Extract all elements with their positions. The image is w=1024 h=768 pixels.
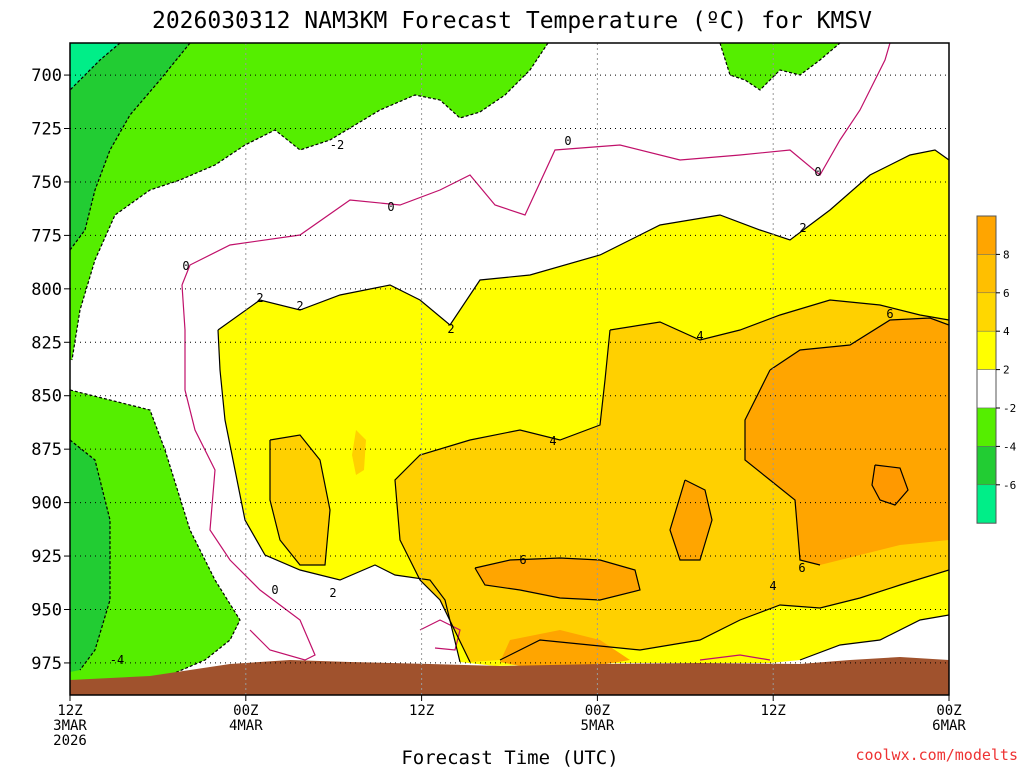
y-tick-label: 725 [31,120,62,140]
x-tick-label: 3MAR [53,718,87,734]
contour-6-lower [744,369,821,566]
coldest-region [70,43,120,90]
plot-area [70,43,949,695]
x-tick-label: 00Z [585,703,610,719]
x-axis-label: Forecast Time (UTC) [401,747,618,768]
contour-label: 6 [798,561,805,575]
credit-text: coolwx.com/modelts [855,746,1018,764]
contour-label: -4 [110,653,124,667]
x-tick-label: 00Z [936,703,961,719]
warm-pocket-left [270,435,330,565]
contour-label: 0 [387,200,394,214]
contour-label: 2 [256,291,263,305]
colorbar-bin [976,330,997,370]
colorbar-label: -6 [1003,479,1016,492]
warm-band-6 [475,558,640,600]
warm-pocket-center [670,480,712,560]
colorbar-label: 2 [1003,364,1010,377]
y-tick-label: 800 [31,280,62,300]
colorbar-label: 6 [1003,287,1010,300]
cold-region-top-right [720,43,840,90]
cold-region-lower [70,390,240,688]
colorbar: 8 6 4 2 -2 -4 -6 [976,215,1017,524]
contour-minus4-upper [70,43,191,251]
y-tick-label: 825 [31,333,62,353]
contour-label: 0 [271,583,278,597]
contour-minus2-top-right [719,43,841,91]
contour-zero-bottom [699,654,771,661]
contour-label: 4 [769,579,776,593]
contour-label: 2 [329,586,336,600]
colorbar-bin [976,407,997,447]
contour-label: 4 [696,329,703,343]
contour-6-upper [769,317,949,371]
y-tick-label: 950 [31,600,62,620]
contour-2-right [799,614,949,661]
warm-pocket-small [352,430,366,475]
colder-region-upper [70,43,190,250]
contour-label: -2 [330,138,344,152]
x-tick-label: 6MAR [932,718,966,734]
x-tick-label: 5MAR [581,718,615,734]
colorbar-label: -4 [1003,440,1017,453]
contour-label: 6 [886,307,893,321]
contour-label: 0 [814,165,821,179]
contour-4-pocket [269,434,331,566]
y-tick-label: 925 [31,547,62,567]
contour-minus6 [70,43,121,91]
colorbar-bin [976,215,997,255]
contour-label: 0 [564,134,571,148]
terrain-ground [70,657,949,695]
cold-region-upper [70,43,548,360]
y-tick-label: 850 [31,387,62,407]
colorbar-bin [976,446,997,486]
y-tick-label: 900 [31,494,62,514]
contour-label: 0 [182,259,189,273]
colorbar-label: 8 [1003,248,1010,261]
contour-4-upper [609,299,949,341]
contour-2-upper [217,149,949,331]
contour-zero-lower [181,284,316,661]
contour-4-bottom [499,569,949,661]
colorbar-bin [976,254,997,294]
contour-6-band [474,557,641,601]
y-tick-label: 700 [31,66,62,86]
warm-region-6-8 [745,318,949,565]
grid [70,43,949,695]
contour-label: 6 [519,553,526,567]
x-tick-label: 12Z [761,703,786,719]
chart-title: 2026030312 NAM3KM Forecast Temperature (… [152,8,872,34]
x-tick-label: 4MAR [229,718,263,734]
y-tick-label: 975 [31,654,62,674]
x-tick-label: 12Z [409,703,434,719]
warm-pocket-bottom [500,630,630,666]
contour-minus4-lower [70,439,111,671]
plot-frame [69,42,950,696]
colorbar-bin [976,369,997,409]
contour-label: 2 [296,299,303,313]
contour-label: 2 [447,322,454,336]
warm-pocket-8 [872,465,908,505]
y-tick-label: 750 [31,173,62,193]
contour-zero-upper [181,43,891,286]
colorbar-label: -2 [1003,402,1016,415]
x-tick-label: 12Z [57,703,82,719]
colorbar-label: 4 [1003,325,1010,338]
contour-zero-pocket [419,619,461,651]
y-tick-label: 875 [31,440,62,460]
contour-4-lower [394,329,611,663]
colorbar-bin [976,292,997,332]
contour-label: 4 [549,434,556,448]
contour-6-pocket [669,479,713,561]
x-tick-label: 00Z [233,703,258,719]
x-tick-label: 2026 [53,733,87,749]
contour-label: 2 [799,221,806,235]
colorbar-bin [976,484,997,524]
contour-8-pocket [871,464,909,506]
contour-2-lower [217,329,461,663]
y-tick-label: 775 [31,226,62,246]
